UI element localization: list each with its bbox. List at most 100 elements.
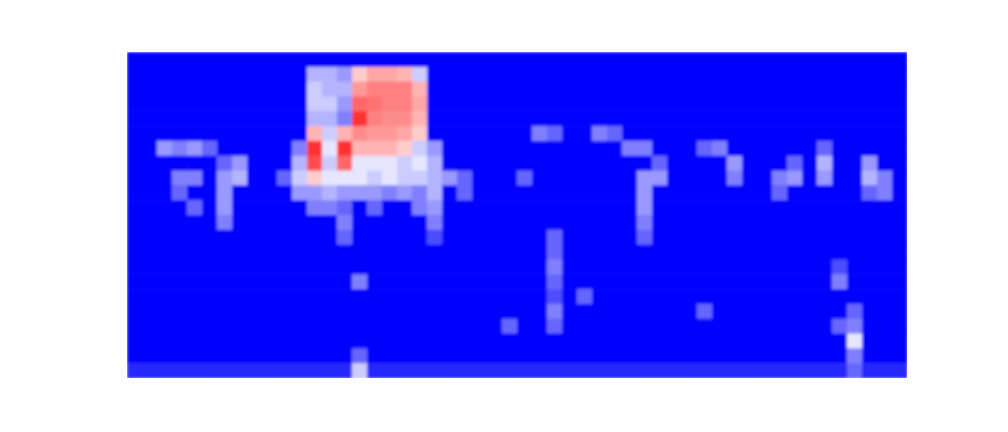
heatmap-cell (652, 82, 668, 97)
heatmap-cell (442, 111, 458, 126)
heatmap-cell (727, 171, 743, 186)
heatmap-cell (727, 200, 743, 215)
heatmap-cell (562, 141, 578, 156)
heatmap-cell (307, 185, 323, 200)
heatmap-cell (532, 171, 548, 186)
heatmap-cell (802, 156, 818, 171)
heatmap-cell (802, 259, 818, 274)
heatmap-cell (172, 289, 188, 304)
heatmap-cell (232, 348, 248, 363)
heatmap-cell (667, 319, 683, 334)
heatmap-cell (892, 334, 907, 349)
heatmap-cell (727, 111, 743, 126)
heatmap-cell (187, 348, 203, 363)
heatmap-cell (517, 185, 533, 200)
heatmap-cell (217, 319, 233, 334)
heatmap-cell (127, 259, 143, 274)
heatmap-cell (187, 200, 203, 215)
heatmap-cell (232, 185, 248, 200)
heatmap-cell (877, 52, 893, 67)
heatmap-cell (667, 259, 683, 274)
heatmap-cell (352, 259, 368, 274)
heatmap-cell (892, 274, 907, 289)
heatmap-cell (862, 215, 878, 230)
heatmap-cell (487, 156, 503, 171)
heatmap-cell (442, 259, 458, 274)
heatmap-cell (322, 230, 338, 245)
heatmap-cell (727, 126, 743, 141)
heatmap-cell (622, 111, 638, 126)
heatmap-cell (847, 200, 863, 215)
heatmap-cell (667, 156, 683, 171)
heatmap-cell (862, 156, 878, 171)
heatmap-cell (877, 171, 893, 186)
heatmap-cell (502, 67, 518, 82)
heatmap-cell (847, 363, 863, 378)
heatmap-cell (607, 348, 623, 363)
heatmap-cell (877, 82, 893, 97)
heatmap-cell (262, 96, 278, 111)
heatmap-cell (442, 274, 458, 289)
heatmap-cell (262, 259, 278, 274)
heatmap-cell (247, 319, 263, 334)
heatmap-cell (352, 156, 368, 171)
heatmap-cell (352, 245, 368, 260)
heatmap-cell (172, 126, 188, 141)
heatmap-cell (877, 67, 893, 82)
heatmap-cell (277, 230, 293, 245)
heatmap-cell (457, 185, 473, 200)
heatmap-cell (637, 185, 653, 200)
heatmap-cell (142, 111, 158, 126)
heatmap-cell (577, 156, 593, 171)
heatmap-cell (712, 319, 728, 334)
heatmap-cell (757, 319, 773, 334)
heatmap-cell (247, 200, 263, 215)
heatmap-cell (682, 111, 698, 126)
heatmap-cell (337, 156, 353, 171)
heatmap-cell (637, 363, 653, 378)
heatmap-cell (772, 230, 788, 245)
heatmap-cell (427, 111, 443, 126)
heatmap-cell (682, 363, 698, 378)
heatmap-cell (262, 171, 278, 186)
heatmap-cell (757, 274, 773, 289)
heatmap-cell (502, 171, 518, 186)
heatmap-cell (157, 348, 173, 363)
heatmap-cell (727, 230, 743, 245)
heatmap-cell (892, 363, 907, 378)
heatmap-cell (472, 289, 488, 304)
heatmap-cell (247, 141, 263, 156)
heatmap-cell (622, 259, 638, 274)
heatmap-cell (577, 215, 593, 230)
heatmap-cell (832, 171, 848, 186)
heatmap-cell (652, 141, 668, 156)
heatmap-cell (262, 363, 278, 378)
heatmap-cell (292, 319, 308, 334)
heatmap-cell (172, 200, 188, 215)
heatmap-cell (817, 319, 833, 334)
heatmap-cell (397, 126, 413, 141)
heatmap-cell (457, 348, 473, 363)
heatmap-cell (472, 334, 488, 349)
heatmap-cell (832, 156, 848, 171)
heatmap-cell (247, 245, 263, 260)
heatmap-cell (187, 289, 203, 304)
heatmap-cell (187, 111, 203, 126)
heatmap-cell (247, 363, 263, 378)
heatmap-cell (892, 171, 907, 186)
heatmap-cell (202, 111, 218, 126)
heatmap-cell (712, 215, 728, 230)
heatmap-cell (142, 185, 158, 200)
heatmap-cell (862, 245, 878, 260)
heatmap-cell (457, 304, 473, 319)
heatmap-cell (892, 348, 907, 363)
heatmap-cell (337, 334, 353, 349)
heatmap-cell (412, 67, 428, 82)
heatmap-cell (277, 96, 293, 111)
heatmap-cell (637, 82, 653, 97)
heatmap-cell (592, 82, 608, 97)
heatmap-cell (712, 141, 728, 156)
heatmap-cell (427, 304, 443, 319)
heatmap-cell (502, 245, 518, 260)
heatmap-cell (127, 156, 143, 171)
